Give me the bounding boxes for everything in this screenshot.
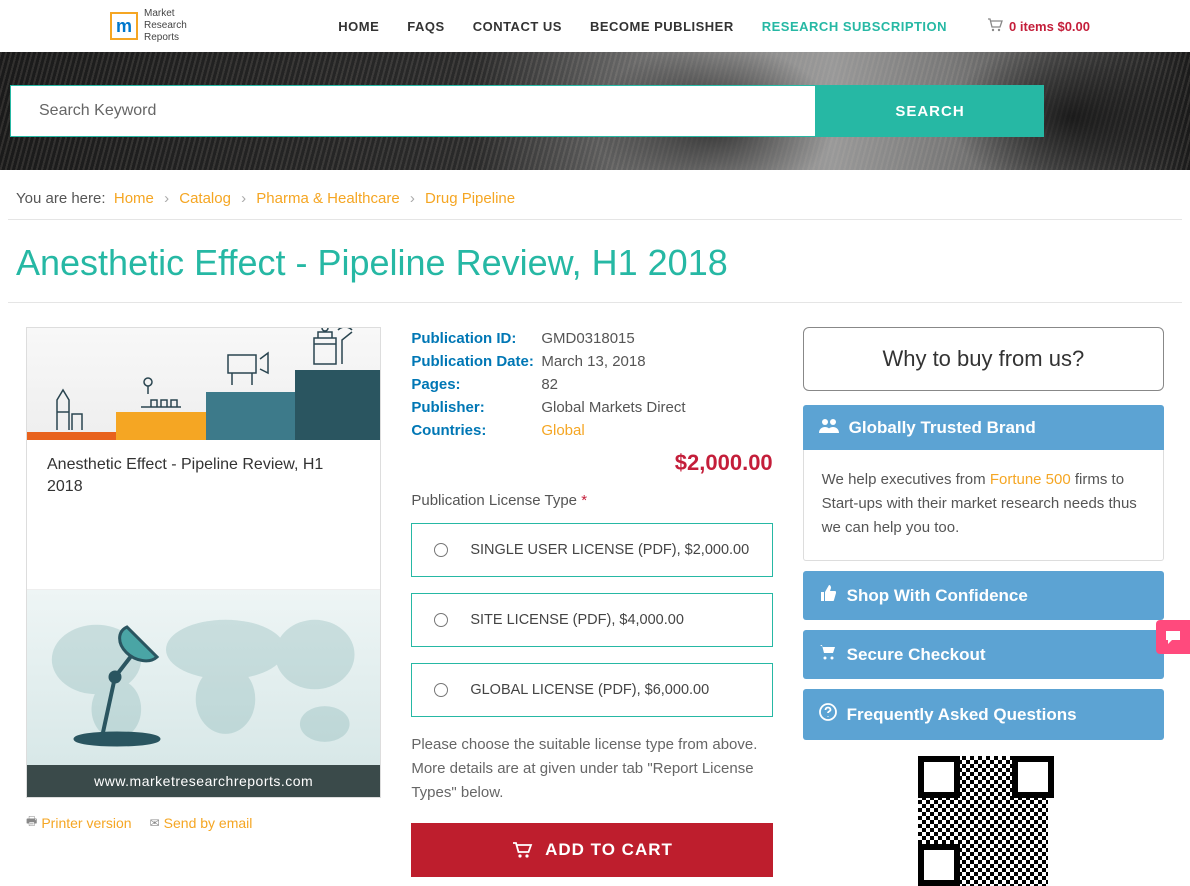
page-title: Anesthetic Effect - Pipeline Review, H1 … xyxy=(8,220,1182,303)
printer-version-link[interactable]: 🖶Printer version xyxy=(26,812,132,833)
header: m Market Research Reports HOME FAQS CONT… xyxy=(0,0,1190,52)
secure-checkout-item[interactable]: Secure Checkout xyxy=(803,630,1164,679)
details-row: Publisher:Global Markets Direct xyxy=(411,396,772,419)
license-type-label: Publication License Type * xyxy=(411,492,772,509)
details-value: 82 xyxy=(541,376,558,393)
email-icon: ✉ xyxy=(150,816,160,830)
add-to-cart-button[interactable]: ADD TO CART xyxy=(411,823,772,877)
license-help-text: Please choose the suitable license type … xyxy=(411,733,772,805)
shop-confidence-item[interactable]: Shop With Confidence xyxy=(803,571,1164,620)
license-option[interactable]: SITE LICENSE (PDF), $4,000.00 xyxy=(411,593,772,647)
details-label: Countries: xyxy=(411,422,541,439)
license-label-text: SINGLE USER LICENSE (PDF), $2,000.00 xyxy=(470,542,749,558)
license-label-text: SITE LICENSE (PDF), $4,000.00 xyxy=(470,612,684,628)
product-image-footer: www.marketresearchreports.com xyxy=(27,765,380,797)
nav-contact[interactable]: CONTACT US xyxy=(473,19,562,34)
details-row: Publication Date:March 13, 2018 xyxy=(411,350,772,373)
details-label: Publication Date: xyxy=(411,353,541,370)
license-label-text: GLOBAL LICENSE (PDF), $6,000.00 xyxy=(470,682,709,698)
license-radio[interactable] xyxy=(434,613,448,627)
breadcrumb-sub[interactable]: Drug Pipeline xyxy=(425,190,515,207)
printer-icon: 🖶 xyxy=(26,812,37,833)
cart-icon xyxy=(819,644,837,665)
details-row: Countries:Global xyxy=(411,419,772,442)
hero-search: SEARCH xyxy=(0,52,1190,170)
thumb-icon xyxy=(819,585,837,606)
license-option[interactable]: SINGLE USER LICENSE (PDF), $2,000.00 xyxy=(411,523,772,577)
trusted-brand-header[interactable]: Globally Trusted Brand xyxy=(803,405,1164,450)
trusted-brand-card: Globally Trusted Brand We help executive… xyxy=(803,405,1164,561)
users-icon xyxy=(819,417,839,438)
details-row: Publication ID:GMD0318015 xyxy=(411,327,772,350)
product-image: Anesthetic Effect - Pipeline Review, H1 … xyxy=(26,327,381,798)
nav-publisher[interactable]: BECOME PUBLISHER xyxy=(590,19,734,34)
product-image-title: Anesthetic Effect - Pipeline Review, H1 … xyxy=(27,440,380,590)
details-value: March 13, 2018 xyxy=(541,353,645,370)
why-buy-box[interactable]: Why to buy from us? xyxy=(803,327,1164,391)
breadcrumb-home[interactable]: Home xyxy=(114,190,154,207)
details-label: Pages: xyxy=(411,376,541,393)
cart-link[interactable]: 0 items $0.00 xyxy=(987,18,1090,35)
breadcrumb: You are here: Home › Catalog › Pharma & … xyxy=(8,170,1182,220)
details-label: Publication ID: xyxy=(411,330,541,347)
license-radio[interactable] xyxy=(434,683,448,697)
breadcrumb-category[interactable]: Pharma & Healthcare xyxy=(256,190,399,207)
details-value[interactable]: Global xyxy=(541,422,584,439)
nav-faqs[interactable]: FAQS xyxy=(407,19,444,34)
search-input[interactable] xyxy=(10,85,816,137)
breadcrumb-prefix: You are here: xyxy=(16,190,106,207)
qr-code xyxy=(918,756,1048,886)
details-label: Publisher: xyxy=(411,399,541,416)
send-email-link[interactable]: ✉Send by email xyxy=(150,812,253,833)
breadcrumb-catalog[interactable]: Catalog xyxy=(179,190,231,207)
nav-home[interactable]: HOME xyxy=(338,19,379,34)
help-icon xyxy=(819,703,837,726)
search-button[interactable]: SEARCH xyxy=(816,85,1044,137)
nav-subscription[interactable]: RESEARCH SUBSCRIPTION xyxy=(762,19,947,34)
license-radio[interactable] xyxy=(434,543,448,557)
details-value: GMD0318015 xyxy=(541,330,634,347)
cart-icon xyxy=(987,18,1003,35)
chat-widget[interactable] xyxy=(1156,620,1190,654)
main-nav: HOME FAQS CONTACT US BECOME PUBLISHER RE… xyxy=(338,19,947,34)
logo-text: Market Research Reports xyxy=(144,8,187,44)
cart-text: 0 items $0.00 xyxy=(1009,19,1090,34)
trusted-brand-body: We help executives from Fortune 500 firm… xyxy=(803,450,1164,561)
fortune-500-link[interactable]: Fortune 500 xyxy=(990,471,1071,488)
details-value: Global Markets Direct xyxy=(541,399,685,416)
logo-icon: m xyxy=(110,12,138,40)
details-row: Pages:82 xyxy=(411,373,772,396)
faq-item[interactable]: Frequently Asked Questions xyxy=(803,689,1164,740)
price: $2,000.00 xyxy=(411,442,772,492)
license-option[interactable]: GLOBAL LICENSE (PDF), $6,000.00 xyxy=(411,663,772,717)
logo[interactable]: m Market Research Reports xyxy=(110,8,187,44)
chat-icon xyxy=(1164,629,1182,645)
cart-icon xyxy=(511,841,533,859)
